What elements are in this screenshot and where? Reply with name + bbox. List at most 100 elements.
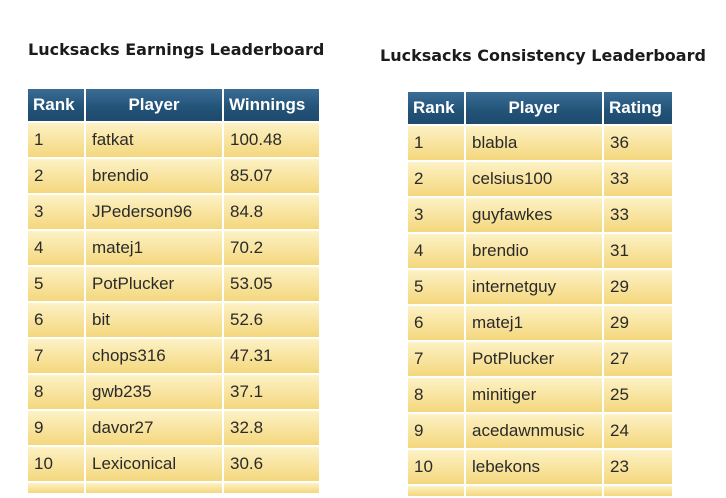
consistency-row: 9 acedawnmusic 24 [408, 414, 672, 448]
earnings-cell-value: 85.07 [224, 159, 319, 193]
consistency-cell-player: acedawnmusic [466, 414, 602, 448]
consistency-header-player: Player [466, 92, 602, 124]
earnings-header-winnings: Winnings [224, 89, 319, 121]
earnings-cell-player: brendio [86, 159, 222, 193]
consistency-cell-rank: 7 [408, 342, 464, 376]
earnings-cell-value: 32.8 [224, 411, 319, 445]
earnings-cell-value: 84.8 [224, 195, 319, 229]
consistency-header-rating: Rating [604, 92, 672, 124]
consistency-cell-value: 27 [604, 342, 672, 376]
consistency-table: Rank Player Rating 1 blabla 36 2 celsius100 3… [406, 90, 674, 498]
consistency-cell-rank: 8 [408, 378, 464, 412]
consistency-cell-value: 36 [604, 126, 672, 160]
earnings-cell-rank: 8 [28, 375, 84, 409]
earnings-cell-player: bit [86, 303, 222, 337]
earnings-cell-rank: 4 [28, 231, 84, 265]
earnings-cell-partial [86, 483, 222, 493]
consistency-cell-rank: 6 [408, 306, 464, 340]
earnings-row: 7 chops316 47.31 [28, 339, 319, 373]
consistency-cell-value: 29 [604, 270, 672, 304]
earnings-row: 2 brendio 85.07 [28, 159, 319, 193]
consistency-cell-rank: 3 [408, 198, 464, 232]
consistency-cell-player: blabla [466, 126, 602, 160]
consistency-cell-player: minitiger [466, 378, 602, 412]
consistency-row: 8 minitiger 25 [408, 378, 672, 412]
consistency-cell-rank: 4 [408, 234, 464, 268]
consistency-cell-partial [408, 486, 464, 496]
consistency-cell-rank: 9 [408, 414, 464, 448]
consistency-row: 10 lebekons 23 [408, 450, 672, 484]
earnings-row: 6 bit 52.6 [28, 303, 319, 337]
earnings-cell-player: JPederson96 [86, 195, 222, 229]
consistency-cell-rank: 5 [408, 270, 464, 304]
consistency-cell-player: lebekons [466, 450, 602, 484]
earnings-row: 10 Lexiconical 30.6 [28, 447, 319, 481]
earnings-row: 1 fatkat 100.48 [28, 123, 319, 157]
consistency-cell-partial [604, 486, 672, 496]
consistency-cell-value: 33 [604, 198, 672, 232]
earnings-cell-rank: 2 [28, 159, 84, 193]
earnings-cell-player: davor27 [86, 411, 222, 445]
consistency-cell-value: 23 [604, 450, 672, 484]
consistency-row: 5 internetguy 29 [408, 270, 672, 304]
earnings-cell-player: chops316 [86, 339, 222, 373]
consistency-cell-player: matej1 [466, 306, 602, 340]
earnings-cell-partial [224, 483, 319, 493]
earnings-cell-player: PotPlucker [86, 267, 222, 301]
consistency-row: 1 blabla 36 [408, 126, 672, 160]
earnings-row: 5 PotPlucker 53.05 [28, 267, 319, 301]
earnings-cell-value: 47.31 [224, 339, 319, 373]
earnings-cell-value: 100.48 [224, 123, 319, 157]
earnings-row: 3 JPederson96 84.8 [28, 195, 319, 229]
earnings-cell-value: 70.2 [224, 231, 319, 265]
earnings-body: 1 fatkat 100.48 2 brendio 85.07 3 JPederson96 84… [28, 123, 319, 493]
earnings-cell-value: 37.1 [224, 375, 319, 409]
earnings-cell-partial [28, 483, 84, 493]
earnings-title: Lucksacks Earnings Leaderboard [28, 40, 325, 59]
earnings-cell-rank: 9 [28, 411, 84, 445]
earnings-cell-rank: 6 [28, 303, 84, 337]
earnings-cell-rank: 10 [28, 447, 84, 481]
earnings-row: 4 matej1 70.2 [28, 231, 319, 265]
earnings-cell-player: Lexiconical [86, 447, 222, 481]
consistency-row: 6 matej1 29 [408, 306, 672, 340]
earnings-cell-rank: 3 [28, 195, 84, 229]
consistency-cell-rank: 2 [408, 162, 464, 196]
earnings-cell-value: 30.6 [224, 447, 319, 481]
earnings-row: 8 gwb235 37.1 [28, 375, 319, 409]
earnings-cell-rank: 7 [28, 339, 84, 373]
consistency-cell-value: 29 [604, 306, 672, 340]
consistency-cell-value: 25 [604, 378, 672, 412]
consistency-header-rank: Rank [408, 92, 464, 124]
consistency-row: 4 brendio 31 [408, 234, 672, 268]
earnings-cell-value: 53.05 [224, 267, 319, 301]
earnings-cell-value: 52.6 [224, 303, 319, 337]
earnings-cell-rank: 1 [28, 123, 84, 157]
consistency-cell-player: guyfawkes [466, 198, 602, 232]
earnings-cell-player: matej1 [86, 231, 222, 265]
consistency-leaderboard: Lucksacks Consistency Leaderboard Rank P… [380, 46, 706, 498]
consistency-cell-player: brendio [466, 234, 602, 268]
consistency-cell-value: 24 [604, 414, 672, 448]
earnings-cell-player: gwb235 [86, 375, 222, 409]
consistency-cell-value: 33 [604, 162, 672, 196]
consistency-cell-rank: 1 [408, 126, 464, 160]
earnings-header-player: Player [86, 89, 222, 121]
earnings-row: 9 davor27 32.8 [28, 411, 319, 445]
consistency-cell-value: 31 [604, 234, 672, 268]
consistency-title: Lucksacks Consistency Leaderboard [380, 46, 706, 65]
consistency-cell-partial [466, 486, 602, 496]
earnings-row-partial [28, 483, 319, 493]
consistency-cell-player: internetguy [466, 270, 602, 304]
earnings-cell-rank: 5 [28, 267, 84, 301]
consistency-row: 7 PotPlucker 27 [408, 342, 672, 376]
consistency-row: 3 guyfawkes 33 [408, 198, 672, 232]
consistency-row-partial [408, 486, 672, 496]
earnings-cell-player: fatkat [86, 123, 222, 157]
earnings-header-row: Rank Player Winnings [28, 89, 319, 121]
consistency-header-row: Rank Player Rating [408, 92, 672, 124]
consistency-body: 1 blabla 36 2 celsius100 33 3 guyfawkes 33 4 brend… [408, 126, 672, 496]
consistency-row: 2 celsius100 33 [408, 162, 672, 196]
earnings-table: Rank Player Winnings 1 fatkat 100.48 2 brend… [26, 87, 321, 495]
consistency-cell-player: celsius100 [466, 162, 602, 196]
